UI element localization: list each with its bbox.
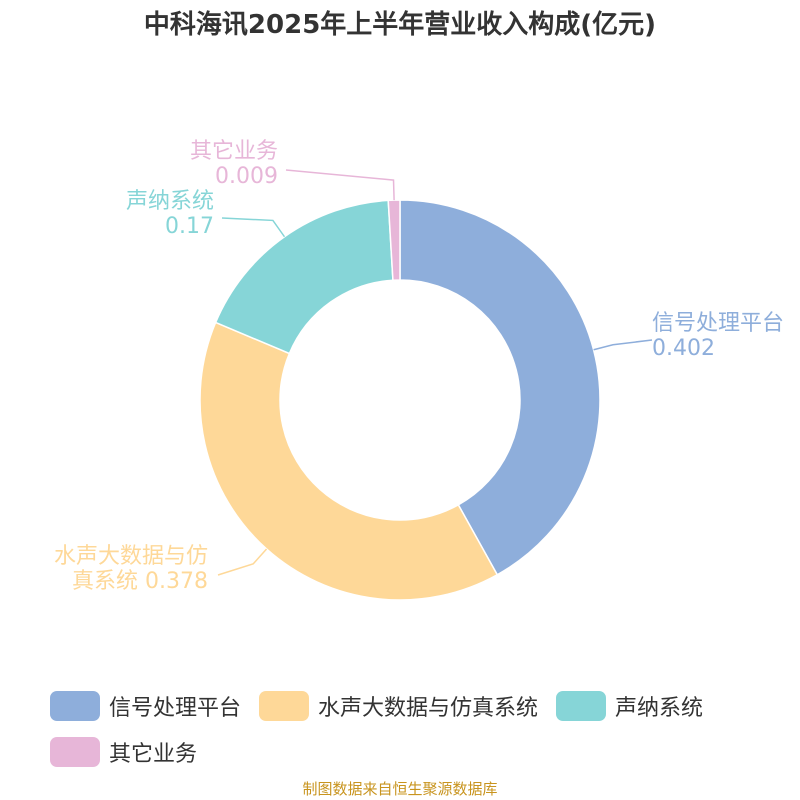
donut-slice — [199, 321, 499, 601]
legend: 信号处理平台 水声大数据与仿真系统 声纳系统其它业务 — [50, 690, 780, 768]
chart-title: 中科海讯2025年上半年营业收入构成(亿元) — [143, 10, 657, 40]
legend-item[interactable]: 水声大数据与仿真系统 — [259, 690, 538, 722]
legend-item[interactable]: 信号处理平台 — [50, 690, 241, 722]
donut-slice — [214, 199, 394, 355]
leader-line — [221, 217, 286, 238]
data-label: 其它业务 0.009 — [190, 139, 278, 189]
legend-label: 信号处理平台 — [109, 696, 242, 721]
legend-item[interactable]: 其它业务 — [50, 736, 197, 768]
legend-swatch — [556, 691, 607, 721]
leader-line — [217, 548, 268, 576]
legend-swatch — [50, 737, 100, 767]
data-label: 声纳系统 0.17 — [126, 189, 214, 239]
legend-swatch — [259, 691, 310, 721]
data-label: 水声大数据与仿真系统 0.378 — [54, 544, 208, 594]
legend-label: 声纳系统 — [615, 696, 704, 721]
leader-line — [285, 169, 395, 201]
legend-label: 水声大数据与仿真系统 — [318, 696, 539, 721]
donut-slice — [387, 199, 401, 282]
legend-swatch — [50, 691, 100, 721]
source-note: 制图数据来自恒生聚源数据库 — [302, 780, 498, 798]
legend-item[interactable]: 声纳系统 — [556, 690, 703, 722]
data-label: 信号处理平台 0.402 — [652, 311, 784, 361]
donut-slice — [399, 199, 601, 576]
leader-line — [593, 339, 653, 351]
legend-label: 其它业务 — [109, 742, 198, 767]
